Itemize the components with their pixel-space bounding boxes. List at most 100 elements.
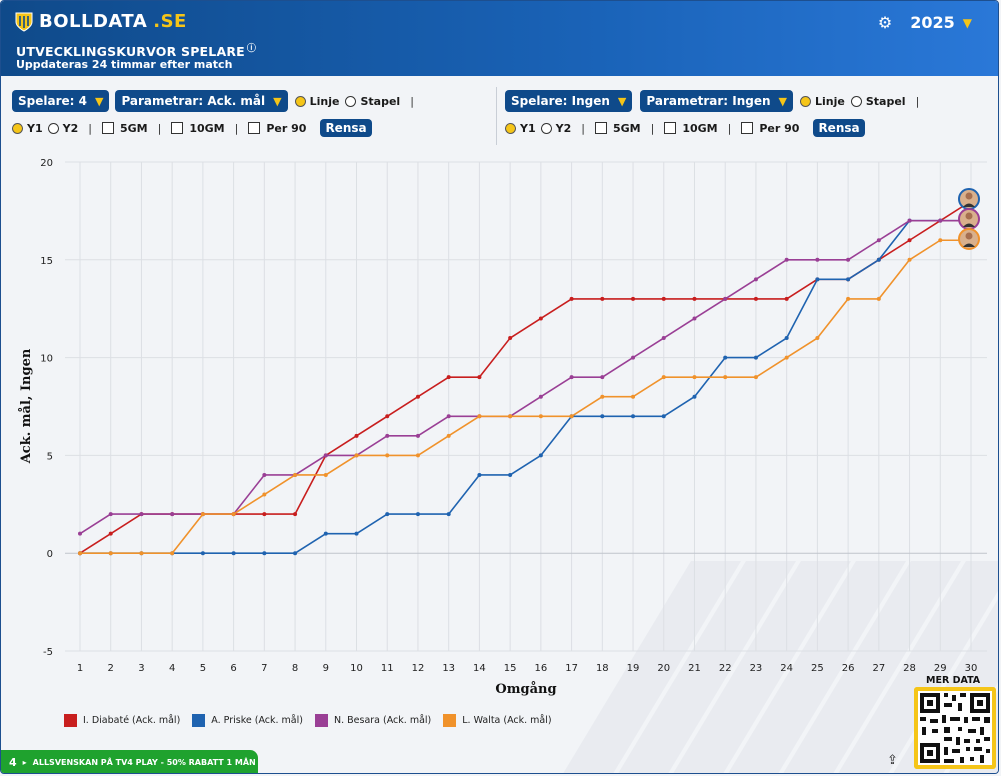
left-radio-bar[interactable] bbox=[345, 95, 357, 107]
data-point bbox=[569, 296, 574, 301]
year-selector[interactable]: ⚙ 2025 ▼ bbox=[878, 13, 972, 32]
info-icon[interactable]: ⓘ bbox=[246, 44, 257, 54]
data-point bbox=[753, 296, 758, 301]
data-point bbox=[108, 551, 113, 556]
data-point bbox=[784, 355, 789, 360]
right-check-5gm-label: 5GM bbox=[612, 121, 641, 135]
right-check-per90[interactable] bbox=[741, 122, 754, 134]
player-avatars bbox=[958, 188, 980, 250]
right-radio-bar[interactable] bbox=[850, 95, 862, 107]
data-point bbox=[139, 512, 144, 517]
player-avatar bbox=[958, 188, 980, 210]
x-tick-label: 20 bbox=[657, 663, 670, 674]
year-value: 2025 bbox=[910, 13, 955, 32]
data-point bbox=[938, 218, 943, 223]
background-stripe bbox=[728, 561, 906, 773]
data-point bbox=[907, 218, 912, 223]
gear-icon[interactable]: ⚙ bbox=[877, 13, 893, 32]
data-point bbox=[415, 512, 420, 517]
data-point bbox=[323, 472, 328, 477]
data-point bbox=[723, 375, 728, 380]
data-point bbox=[907, 257, 912, 262]
x-tick-label: 9 bbox=[323, 663, 329, 674]
data-point bbox=[600, 414, 605, 419]
right-params-select[interactable]: Parametrar: Ingen ▼ bbox=[640, 90, 793, 112]
data-point bbox=[723, 296, 728, 301]
data-point bbox=[262, 512, 267, 517]
data-point bbox=[262, 551, 267, 556]
avatar-shirt bbox=[963, 243, 975, 247]
left-clear-button[interactable]: Rensa bbox=[320, 119, 372, 137]
data-point bbox=[415, 394, 420, 399]
chevron-down-icon: ▼ bbox=[617, 94, 627, 108]
data-point bbox=[692, 316, 697, 321]
background-stripe bbox=[673, 561, 851, 773]
right-controls-row2: Y1 Y2 | 5GM | 10GM | Per 90 Rensa bbox=[505, 119, 865, 137]
share-icon[interactable]: ⇪ bbox=[887, 753, 898, 768]
legend-item[interactable]: L. Walta (Ack. mål) bbox=[443, 714, 552, 727]
y-tick-label: -5 bbox=[43, 647, 53, 658]
legend-item[interactable]: I. Diabaté (Ack. mål) bbox=[64, 714, 180, 727]
x-tick-label: 11 bbox=[381, 663, 394, 674]
data-point bbox=[415, 433, 420, 438]
right-check-10gm[interactable] bbox=[664, 122, 677, 134]
qr-code-icon[interactable] bbox=[914, 687, 996, 769]
left-radio-y1[interactable] bbox=[12, 122, 23, 134]
x-tick-label: 26 bbox=[842, 663, 855, 674]
background-stripe bbox=[783, 561, 961, 773]
data-point bbox=[231, 551, 236, 556]
data-point bbox=[631, 394, 636, 399]
background-stripe bbox=[893, 599, 998, 773]
promo-banner[interactable]: 4 ▸ ALLSVENSKAN PÅ TV4 PLAY - 50% RABATT… bbox=[1, 750, 258, 773]
right-players-label: Spelare: Ingen bbox=[511, 94, 610, 108]
page-title: UTVECKLINGSKURVOR SPELARE ⓘ bbox=[16, 41, 256, 59]
left-radio-line[interactable] bbox=[294, 95, 306, 107]
chevron-down-icon: ▼ bbox=[962, 15, 972, 30]
data-point bbox=[723, 355, 728, 360]
chart-series bbox=[78, 199, 973, 556]
data-point bbox=[569, 414, 574, 419]
data-point bbox=[661, 336, 666, 341]
right-check-per90-label: Per 90 bbox=[759, 121, 800, 135]
brand-logo[interactable]: BOLLDATA .SE bbox=[15, 11, 187, 32]
data-point bbox=[631, 355, 636, 360]
right-players-select[interactable]: Spelare: Ingen ▼ bbox=[505, 90, 633, 112]
right-params-label: Parametrar: Ingen bbox=[646, 94, 771, 108]
data-point bbox=[508, 414, 513, 419]
right-check-5gm[interactable] bbox=[594, 122, 607, 134]
data-point bbox=[661, 296, 666, 301]
left-radio-y2[interactable] bbox=[47, 122, 59, 134]
left-params-select[interactable]: Parametrar: Ack. mål ▼ bbox=[115, 90, 288, 112]
data-point bbox=[293, 551, 298, 556]
avatar-face bbox=[965, 232, 973, 240]
legend-item[interactable]: N. Besara (Ack. mål) bbox=[314, 714, 431, 727]
data-point bbox=[753, 375, 758, 380]
legend-swatch bbox=[314, 714, 328, 727]
data-point bbox=[385, 414, 390, 419]
right-radio-y2[interactable] bbox=[540, 122, 552, 134]
chevron-down-icon: ▼ bbox=[94, 94, 104, 108]
data-point bbox=[78, 531, 82, 536]
data-point bbox=[262, 492, 267, 497]
left-players-select[interactable]: Spelare: 4 ▼ bbox=[12, 90, 110, 112]
data-point bbox=[815, 257, 820, 262]
right-radio-line[interactable] bbox=[800, 95, 811, 107]
x-tick-label: 15 bbox=[504, 663, 517, 674]
right-radio-y1[interactable] bbox=[505, 122, 516, 134]
left-check-5gm[interactable] bbox=[101, 122, 114, 134]
left-check-per90[interactable] bbox=[248, 122, 261, 134]
legend-item[interactable]: A. Priske (Ack. mål) bbox=[192, 714, 303, 727]
data-point bbox=[446, 512, 451, 517]
left-check-10gm[interactable] bbox=[171, 122, 184, 134]
x-tick-label: 13 bbox=[442, 663, 455, 674]
data-point bbox=[200, 551, 205, 556]
x-tick-label: 2 bbox=[108, 663, 114, 674]
background-stripe bbox=[838, 561, 998, 773]
data-point bbox=[323, 531, 328, 536]
x-tick-label: 25 bbox=[811, 663, 824, 674]
separator: | bbox=[650, 121, 655, 135]
right-clear-button[interactable]: Rensa bbox=[813, 119, 865, 137]
legend-swatch bbox=[192, 714, 206, 727]
x-tick-label: 29 bbox=[934, 663, 947, 674]
data-point bbox=[477, 472, 482, 477]
